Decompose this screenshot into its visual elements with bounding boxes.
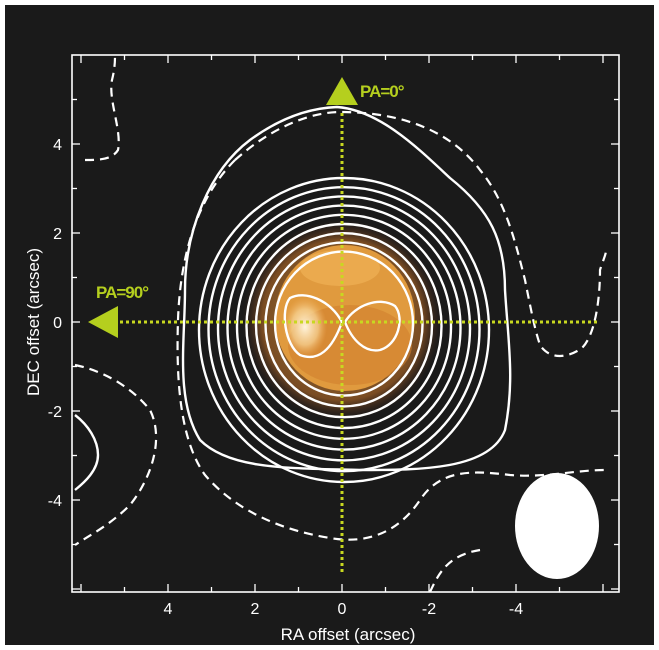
x-tick-label: 0	[338, 601, 347, 618]
positive-contour	[216, 195, 472, 462]
y-tick-label: -2	[48, 404, 62, 421]
positive-contour	[254, 232, 434, 419]
pa0-arrowhead	[326, 77, 358, 105]
y-tick-label: 2	[53, 226, 62, 243]
neg-contour-bottom	[428, 548, 481, 592]
y-tick-label: 0	[53, 315, 62, 332]
x-tick-label: 2	[251, 601, 260, 618]
inner-contour-left	[283, 294, 344, 359]
emission-upper-glow	[300, 250, 380, 286]
x-tick-label: 4	[164, 601, 173, 618]
pa90-arrowhead	[88, 306, 118, 338]
neg-contour-main-left	[176, 159, 607, 541]
plot-frame	[71, 54, 620, 593]
neg-contour-far-left-low	[74, 414, 100, 491]
pa90-label: PA=90°	[96, 283, 149, 302]
positive-contour	[264, 241, 424, 408]
neg-contour-top-left	[84, 55, 120, 162]
y-axis-title: DEC offset (arcsec)	[24, 248, 43, 396]
inner-contour-right	[343, 300, 401, 352]
x-tick-label: -4	[509, 601, 523, 618]
plot-area	[74, 55, 608, 592]
axis-ticks: 4 2 0 -2 -4 4 2 0 -2 -4	[48, 55, 619, 618]
positive-contour	[197, 176, 491, 484]
positive-contour	[207, 186, 481, 473]
x-tick-label: -2	[422, 601, 436, 618]
x-axis-title: RA offset (arcsec)	[281, 625, 416, 644]
positive-contour	[273, 250, 415, 397]
beam-ellipse	[515, 473, 599, 579]
emission-hotspot	[283, 297, 327, 357]
pa0-label: PA=0°	[360, 82, 405, 101]
outer-contour	[181, 105, 512, 472]
positive-contour	[235, 213, 453, 440]
neg-contour-main	[234, 110, 608, 357]
positive-contours	[197, 176, 491, 484]
y-tick-label: -4	[48, 493, 62, 510]
positive-contour	[226, 204, 462, 451]
positive-contour	[245, 222, 443, 430]
y-tick-label: 4	[53, 137, 62, 154]
